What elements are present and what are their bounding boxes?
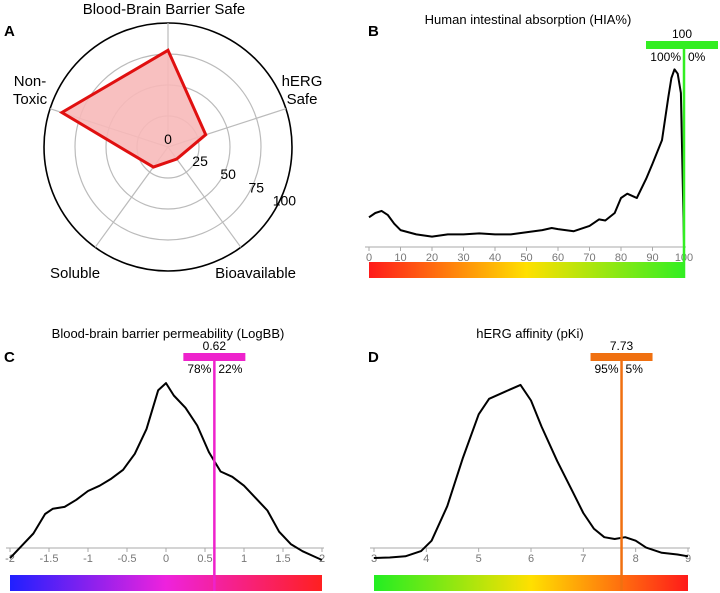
percentile-right-label: 5%	[626, 362, 644, 376]
colorbar	[369, 262, 684, 278]
value-marker-label: 7.73	[610, 339, 634, 353]
percentile-left-label: 100%	[650, 50, 681, 64]
value-marker-bar	[646, 41, 718, 49]
radar-axis-label: Non-Toxic	[13, 73, 48, 108]
radar-axis-label-line: Safe	[287, 91, 318, 108]
percentile-left-label: 95%	[595, 362, 619, 376]
percentile-right-label: 22%	[218, 362, 242, 376]
x-tick-label: -1.5	[40, 553, 59, 565]
radar-axis-label-line: Toxic	[13, 91, 48, 108]
value-marker-bar	[590, 353, 653, 361]
radar-axis-label: Soluble	[50, 265, 100, 282]
radar-axis-label-line: hERG	[282, 73, 323, 90]
x-tick-label: 90	[646, 252, 658, 264]
density-curve	[9, 382, 323, 561]
value-marker-label: 0.62	[203, 339, 227, 353]
radial-tick-label: 100	[273, 192, 297, 208]
radial-tick-label: 75	[248, 179, 264, 195]
panel-letter-d: D	[368, 349, 379, 366]
chart-title: hERG affinity (pKi)	[476, 326, 583, 341]
radar-axis-label: Blood-Brain Barrier Safe	[83, 1, 246, 18]
x-tick-label: 0	[163, 553, 169, 565]
radar-area	[58, 48, 208, 169]
hia-distribution-panel: Human intestinal absorption (HIA%) 0 10 20…	[365, 12, 718, 278]
x-tick-label: 6	[528, 553, 534, 565]
radial-tick-label: 50	[220, 166, 236, 182]
herg-distribution-panel: hERG affinity (pKi) 3 4 5 6 7 8 9 7.73 95% 5%	[370, 326, 691, 591]
x-tick-label: 7	[580, 553, 586, 565]
x-tick-label: 1.5	[275, 553, 290, 565]
spoke-line	[167, 146, 242, 248]
x-tick-label: 9	[685, 553, 691, 565]
x-tick-label: 40	[489, 252, 501, 264]
value-marker-label: 100	[672, 27, 692, 41]
x-tick-label: 80	[615, 252, 627, 264]
value-marker-bar	[183, 353, 246, 361]
x-tick-label: 5	[476, 553, 482, 565]
x-tick-label: 20	[426, 252, 438, 264]
panel-letter-a: A	[4, 23, 15, 40]
x-tick-label: -0.5	[118, 553, 137, 565]
logbb-distribution-panel: Blood-brain barrier permeability (LogBB)…	[5, 326, 325, 591]
x-tick-label: 0.5	[197, 553, 212, 565]
density-curve	[368, 68, 685, 244]
radar-axis-label: Bioavailable	[215, 265, 296, 282]
percentile-right-label: 0%	[688, 50, 706, 64]
x-tick-label: -2	[5, 553, 15, 565]
x-tick-label: 50	[520, 252, 532, 264]
x-tick-label: 30	[457, 252, 469, 264]
panel-letter-b: B	[368, 23, 379, 40]
panel-letter-c: C	[4, 349, 15, 366]
colorbar	[10, 575, 322, 591]
x-tick-label: 60	[552, 252, 564, 264]
radar-chart-panel: 0 25 50 75 100 Blood-Brain Barrier Safe hERG Sa…	[13, 1, 323, 282]
percentile-left-label: 78%	[187, 362, 211, 376]
x-tick-label: 8	[633, 553, 639, 565]
colorbar	[374, 575, 688, 591]
x-tick-label: 3	[371, 553, 377, 565]
x-tick-label: 70	[583, 252, 595, 264]
radar-axis-label-line: Blood-Brain Barrier Safe	[83, 1, 246, 18]
x-tick-label: 10	[394, 252, 406, 264]
radar-axis-label: hERG Safe	[282, 73, 323, 108]
radar-axis-label-line: Non-	[14, 73, 47, 90]
radar-axis-label-line: Bioavailable	[215, 265, 296, 282]
chart-title: Blood-brain barrier permeability (LogBB)	[52, 326, 285, 341]
radial-tick-label: 0	[164, 131, 172, 147]
x-tick-label: -1	[83, 553, 93, 565]
radar-axis-label-line: Soluble	[50, 265, 100, 282]
density-curve	[373, 383, 689, 559]
x-tick-label: 4	[423, 553, 429, 565]
chart-title: Human intestinal absorption (HIA%)	[425, 12, 632, 27]
x-tick-label: 1	[241, 553, 247, 565]
radial-tick-label: 25	[192, 153, 208, 169]
x-tick-label: 0	[366, 252, 372, 264]
